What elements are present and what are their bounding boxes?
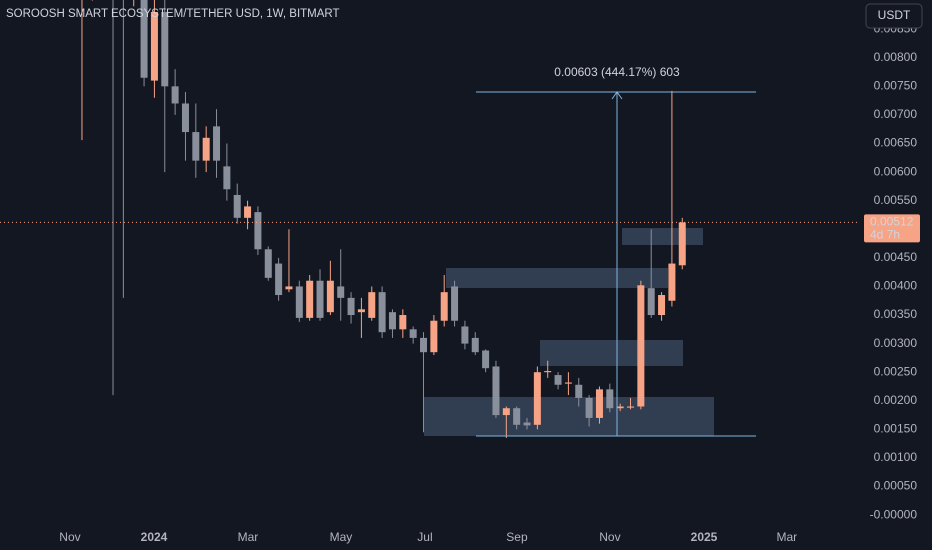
y-tick-label: 0.00100 (874, 450, 918, 464)
candle-body (492, 366, 500, 416)
candle-body (326, 280, 334, 313)
x-tick-label: Sep (506, 530, 528, 544)
candle-body (357, 309, 365, 313)
candle-body (264, 249, 272, 278)
candle-body (161, 12, 169, 87)
currency-label[interactable]: USDT (878, 8, 911, 22)
y-tick-label: 0.00350 (874, 307, 918, 321)
y-tick-label: 0.00400 (874, 279, 918, 293)
y-tick-label: 0.00200 (874, 393, 918, 407)
y-axis: -0.00000 0.00050 0.00100 0.00150 0.00200 0.00… (870, 21, 918, 521)
candle-body (554, 375, 562, 385)
candle-body (223, 166, 231, 190)
candle-body (254, 212, 262, 250)
candle-body (678, 222, 686, 266)
candle-body (275, 263, 283, 296)
candle-body (595, 389, 603, 418)
candle-body (244, 206, 252, 218)
candle-body (233, 194, 241, 218)
x-tick-label: Nov (59, 530, 80, 544)
x-axis: Nov 2024 Mar May Jul Sep Nov 2025 Mar (59, 530, 797, 544)
zone (446, 268, 668, 288)
measure-tool: 0.00603 (444.17%) 603 (476, 65, 756, 437)
candle-body (658, 295, 666, 316)
drawing-zones (424, 228, 714, 436)
candle-body (181, 103, 189, 133)
candle-body (502, 408, 510, 416)
candle-body (202, 137, 210, 161)
candle-body (471, 337, 479, 353)
candle-body (388, 312, 396, 330)
candle-body (316, 280, 324, 318)
candle-body (647, 288, 655, 316)
arrow-head (611, 91, 623, 100)
chart-title: SOROOSH SMART ECOSYSTEM/TETHER USD, 1W, … (6, 8, 340, 20)
candle-body (409, 329, 417, 338)
zone (540, 340, 683, 366)
candle-body (337, 286, 345, 298)
candle-body (513, 408, 521, 425)
candle-body (533, 372, 541, 425)
candle-body (347, 297, 355, 316)
candle-body (482, 350, 490, 369)
y-tick-label: 0.00250 (874, 364, 918, 378)
candle-body (140, 0, 148, 78)
x-tick-label: Jul (417, 530, 432, 544)
countdown-label: 4d 7h (870, 228, 900, 242)
candle-body (616, 406, 624, 409)
candle-body (668, 263, 676, 301)
candle-body (192, 132, 200, 161)
candle-body (606, 389, 614, 409)
y-tick-label: 0.00300 (874, 336, 918, 350)
x-tick-label: 2024 (141, 530, 168, 544)
currency-button[interactable] (865, 3, 923, 29)
candle-body (585, 397, 593, 418)
candle-body (368, 292, 376, 318)
y-tick-label: 0.00800 (874, 50, 918, 64)
candle-body (213, 126, 221, 161)
x-tick-label: 2025 (691, 530, 718, 544)
zone (622, 228, 703, 245)
candle-body (544, 371, 552, 373)
y-tick-label: 0.00550 (874, 193, 918, 207)
candle-body (420, 337, 428, 353)
x-tick-label: May (330, 530, 353, 544)
x-tick-label: Nov (599, 530, 620, 544)
candle-body (378, 292, 386, 333)
candle-body (564, 382, 572, 384)
candle-body (461, 326, 469, 344)
candles (81, 0, 686, 438)
candle-body (295, 286, 303, 318)
y-tick-label: -0.00000 (870, 507, 918, 521)
zone (424, 397, 714, 436)
last-price-box (864, 214, 920, 243)
y-tick-label: 0.00450 (874, 250, 918, 264)
candle-body (451, 286, 459, 321)
y-tick-label: 0.00600 (874, 164, 918, 178)
candle-body (306, 280, 314, 318)
measure-label: 0.00603 (444.17%) 603 (554, 65, 680, 79)
y-tick-label: 0.00150 (874, 422, 918, 436)
y-tick-label: 0.00750 (874, 79, 918, 93)
candle-body (575, 384, 583, 398)
y-tick-label: 0.00700 (874, 107, 918, 121)
candle-body (440, 292, 448, 321)
last-price-label: 0.00512 (870, 215, 914, 229)
x-tick-label: Mar (776, 530, 797, 544)
candle-body (399, 315, 407, 330)
y-tick-label: 0.00050 (874, 479, 918, 493)
candle-body (171, 86, 179, 104)
candle-body (285, 286, 293, 290)
candle-body (430, 320, 438, 353)
candle-body (627, 406, 635, 408)
candle-body (150, 12, 158, 81)
y-tick-label: 0.00650 (874, 136, 918, 150)
x-tick-label: Mar (238, 530, 259, 544)
candle-body (523, 422, 531, 426)
candle-body (637, 285, 645, 407)
